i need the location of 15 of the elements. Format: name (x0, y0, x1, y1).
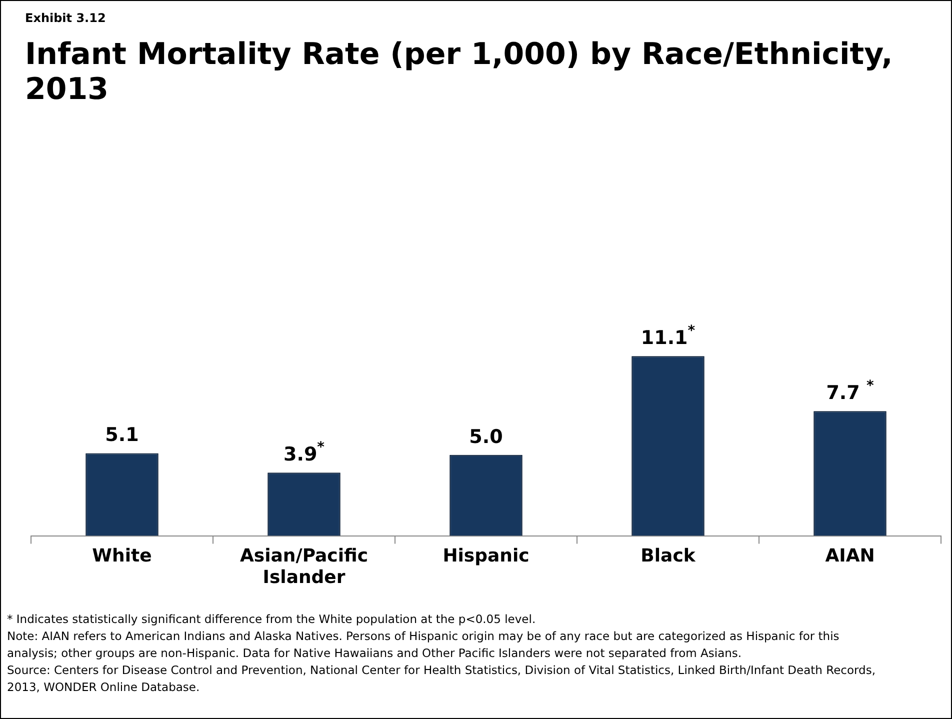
data-label: 11.1* (640, 323, 696, 350)
text: * Indicates statistically significant difference from the White population at the p<0.05 level. (7, 611, 537, 628)
data-label: 5.0 (469, 426, 503, 448)
chart-subtitle: Exhibit 3.12 (25, 11, 106, 25)
source-note: Source: Centers for Disease Control and Prevention, National Center for Health Statistics, Division of Vital Statistics, Linked Birth/Infant Death Records, 2013, WONDER Online Database. (7, 662, 876, 696)
chart-title: Infant Mortality Rate (per 1,000) by Race/Ethnicity, 2013 (25, 37, 894, 107)
x-tick-label: Asian/Pacific Islander (240, 545, 368, 588)
data-label: 3.9* (284, 440, 326, 466)
x-tick-label: AIAN (825, 545, 875, 566)
data-label: 7.7 * (826, 378, 874, 404)
x-tick-label: Hispanic (442, 545, 530, 566)
data-label: 5.1 (105, 424, 139, 446)
text: Note: AIAN refers to American Indians and Alaska Natives. Persons of Hispanic origin may be of any race but are categorized as Hispanic for this analysis; other groups are non-Hispanic. Data for Native Hawaiians and Other Pacific Islanders were not separated from Asians. (7, 628, 840, 662)
x-tick-label: White (92, 545, 152, 566)
x-tick-label: Black (640, 545, 696, 566)
